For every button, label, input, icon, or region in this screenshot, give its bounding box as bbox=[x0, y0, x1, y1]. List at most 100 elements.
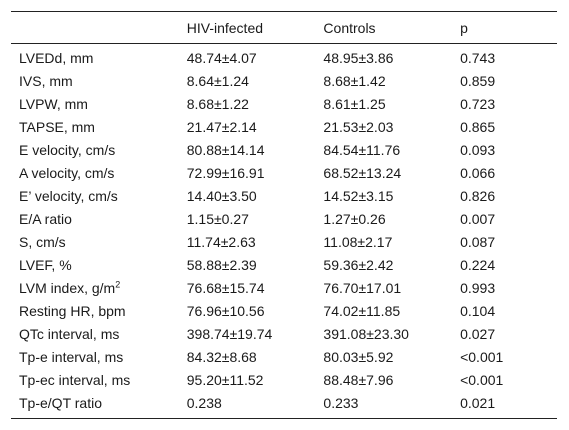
unit-superscript: 2 bbox=[115, 278, 121, 289]
cell-controls: 80.03±5.92 bbox=[315, 345, 452, 368]
row-label-text: E velocity, cm/s bbox=[19, 141, 116, 158]
cell-p-value: 0.066 bbox=[452, 161, 557, 184]
cell-p-value-text: 0.865 bbox=[460, 118, 496, 135]
cell-p-value: 0.743 bbox=[452, 44, 557, 70]
cell-hiv-infected: 84.32±8.68 bbox=[179, 345, 316, 368]
echocardiography-table: HIV-infected Controls p LVEDd, mm 48.74±4… bbox=[11, 11, 557, 419]
cell-controls: 68.52±13.24 bbox=[315, 161, 452, 184]
row-label: S, cm/s bbox=[11, 230, 179, 253]
cell-hiv-infected-text: 21.47±2.14 bbox=[186, 118, 257, 135]
cell-controls: 8.68±1.42 bbox=[315, 69, 452, 92]
cell-controls: 14.52±3.15 bbox=[315, 184, 452, 207]
cell-hiv-infected-text: 48.74±4.07 bbox=[186, 50, 257, 66]
cell-hiv-infected-text: 8.64±1.24 bbox=[186, 72, 249, 89]
cell-hiv-infected: 0.238 bbox=[179, 391, 316, 419]
table-row: E’ velocity, cm/s 14.40±3.50 14.52±3.15 0.8… bbox=[11, 184, 557, 207]
cell-hiv-infected-text: 0.238 bbox=[186, 394, 222, 411]
cell-p-value: 0.087 bbox=[452, 230, 557, 253]
cell-p-value: 0.027 bbox=[452, 322, 557, 345]
cell-hiv-infected-text: 84.32±8.68 bbox=[186, 348, 257, 365]
cell-controls: 84.54±11.76 bbox=[315, 138, 452, 161]
cell-controls-text: 76.70±17.01 bbox=[323, 279, 402, 296]
cell-controls-text: 68.52±13.24 bbox=[323, 164, 402, 181]
row-label: IVS, mm bbox=[11, 69, 179, 92]
row-label-text: LVEDd, mm bbox=[19, 50, 94, 66]
cell-controls: 21.53±2.03 bbox=[315, 115, 452, 138]
cell-p-value-text: 0.027 bbox=[460, 325, 496, 342]
cell-hiv-infected: 48.74±4.07 bbox=[179, 44, 316, 70]
row-label-text: E/A ratio bbox=[19, 210, 72, 227]
data-table-container: HIV-infected Controls p LVEDd, mm 48.74±4… bbox=[11, 11, 557, 419]
table-row: IVS, mm 8.64±1.24 8.68±1.42 0.859 bbox=[11, 69, 557, 92]
cell-p-value: 0.859 bbox=[452, 69, 557, 92]
cell-hiv-infected: 21.47±2.14 bbox=[179, 115, 316, 138]
cell-hiv-infected-text: 398.74±19.74 bbox=[186, 325, 273, 342]
row-label: LVM index, g/m2 bbox=[11, 276, 179, 299]
cell-controls-text: 59.36±2.42 bbox=[323, 256, 394, 273]
table-row: LVPW, mm 8.68±1.22 8.61±1.25 0.723 bbox=[11, 92, 557, 115]
cell-hiv-infected: 72.99±16.91 bbox=[179, 161, 316, 184]
cell-p-value-text: 0.993 bbox=[460, 279, 496, 296]
cell-controls-text: 1.27±0.26 bbox=[323, 210, 386, 227]
cell-p-value-text: <0.001 bbox=[460, 371, 504, 388]
row-label-text: Tp-ec interval, ms bbox=[19, 371, 131, 388]
header-hiv-infected: HIV-infected bbox=[186, 19, 264, 36]
row-label: LVEF, % bbox=[11, 253, 179, 276]
table-row: E velocity, cm/s 80.88±14.14 84.54±11.76 0.… bbox=[11, 138, 557, 161]
cell-controls-text: 74.02±11.85 bbox=[323, 302, 401, 319]
table-header: HIV-infected Controls p bbox=[11, 11, 557, 44]
row-label-text: LVM index, g/m bbox=[19, 279, 116, 296]
cell-hiv-infected: 1.15±0.27 bbox=[179, 207, 316, 230]
cell-hiv-infected: 8.68±1.22 bbox=[179, 92, 316, 115]
cell-hiv-infected-text: 58.88±2.39 bbox=[186, 256, 257, 273]
cell-controls: 8.61±1.25 bbox=[315, 92, 452, 115]
table-row: S, cm/s 11.74±2.63 11.08±2.17 0.087 bbox=[11, 230, 557, 253]
table-row: LVEF, % 58.88±2.39 59.36±2.42 0.224 bbox=[11, 253, 557, 276]
cell-p-value-text: 0.743 bbox=[460, 50, 496, 66]
row-label: A velocity, cm/s bbox=[11, 161, 179, 184]
row-label-text: Resting HR, bpm bbox=[19, 302, 126, 319]
cell-hiv-infected: 76.68±15.74 bbox=[179, 276, 316, 299]
cell-hiv-infected-text: 72.99±16.91 bbox=[186, 164, 265, 181]
cell-hiv-infected: 8.64±1.24 bbox=[179, 69, 316, 92]
cell-p-value-text: 0.066 bbox=[460, 164, 496, 181]
cell-hiv-infected-text: 1.15±0.27 bbox=[186, 210, 249, 227]
cell-hiv-infected-text: 11.74±2.63 bbox=[186, 233, 256, 250]
header-controls: Controls bbox=[323, 19, 376, 36]
cell-controls: 59.36±2.42 bbox=[315, 253, 452, 276]
row-label: Resting HR, bpm bbox=[11, 299, 179, 322]
cell-controls: 74.02±11.85 bbox=[315, 299, 452, 322]
cell-hiv-infected-text: 14.40±3.50 bbox=[186, 187, 257, 204]
cell-controls-text: 21.53±2.03 bbox=[323, 118, 394, 135]
table-row: Resting HR, bpm 76.96±10.56 74.02±11.85 0.1… bbox=[11, 299, 557, 322]
table-row: LVEDd, mm 48.74±4.07 48.95±3.86 0.743 bbox=[11, 44, 557, 70]
cell-hiv-infected: 58.88±2.39 bbox=[179, 253, 316, 276]
cell-p-value-text: 0.104 bbox=[460, 302, 496, 319]
row-label: E velocity, cm/s bbox=[11, 138, 179, 161]
row-label-text: Tp-e/QT ratio bbox=[19, 394, 102, 411]
table-row: Tp-ec interval, ms 95.20±11.52 88.48±7.96 <… bbox=[11, 368, 557, 391]
cell-p-value-text: 0.087 bbox=[460, 233, 496, 250]
cell-hiv-infected-text: 80.88±14.14 bbox=[186, 141, 265, 158]
row-label: LVEDd, mm bbox=[11, 44, 179, 70]
row-label-text: IVS, mm bbox=[19, 72, 73, 89]
cell-controls: 76.70±17.01 bbox=[315, 276, 452, 299]
header-p-value: p bbox=[460, 19, 468, 36]
cell-p-value: 0.826 bbox=[452, 184, 557, 207]
cell-controls-text: 80.03±5.92 bbox=[323, 348, 394, 365]
table-row: Tp-e interval, ms 84.32±8.68 80.03±5.92 <0.… bbox=[11, 345, 557, 368]
header-row: HIV-infected Controls p bbox=[11, 11, 557, 44]
table-row: LVM index, g/m2 76.68±15.74 76.70±17.01 0.9… bbox=[11, 276, 557, 299]
cell-hiv-infected: 76.96±10.56 bbox=[179, 299, 316, 322]
cell-hiv-infected: 80.88±14.14 bbox=[179, 138, 316, 161]
row-label: QTc interval, ms bbox=[11, 322, 179, 345]
cell-hiv-infected-text: 8.68±1.22 bbox=[186, 95, 249, 112]
cell-p-value: 0.007 bbox=[452, 207, 557, 230]
cell-controls-text: 14.52±3.15 bbox=[323, 187, 394, 204]
row-label-text: TAPSE, mm bbox=[19, 118, 95, 135]
row-label: E/A ratio bbox=[11, 207, 179, 230]
cell-p-value-text: 0.093 bbox=[460, 141, 496, 158]
cell-hiv-infected: 398.74±19.74 bbox=[179, 322, 316, 345]
cell-p-value-text: 0.021 bbox=[460, 394, 496, 411]
cell-p-value-text: <0.001 bbox=[460, 348, 504, 365]
